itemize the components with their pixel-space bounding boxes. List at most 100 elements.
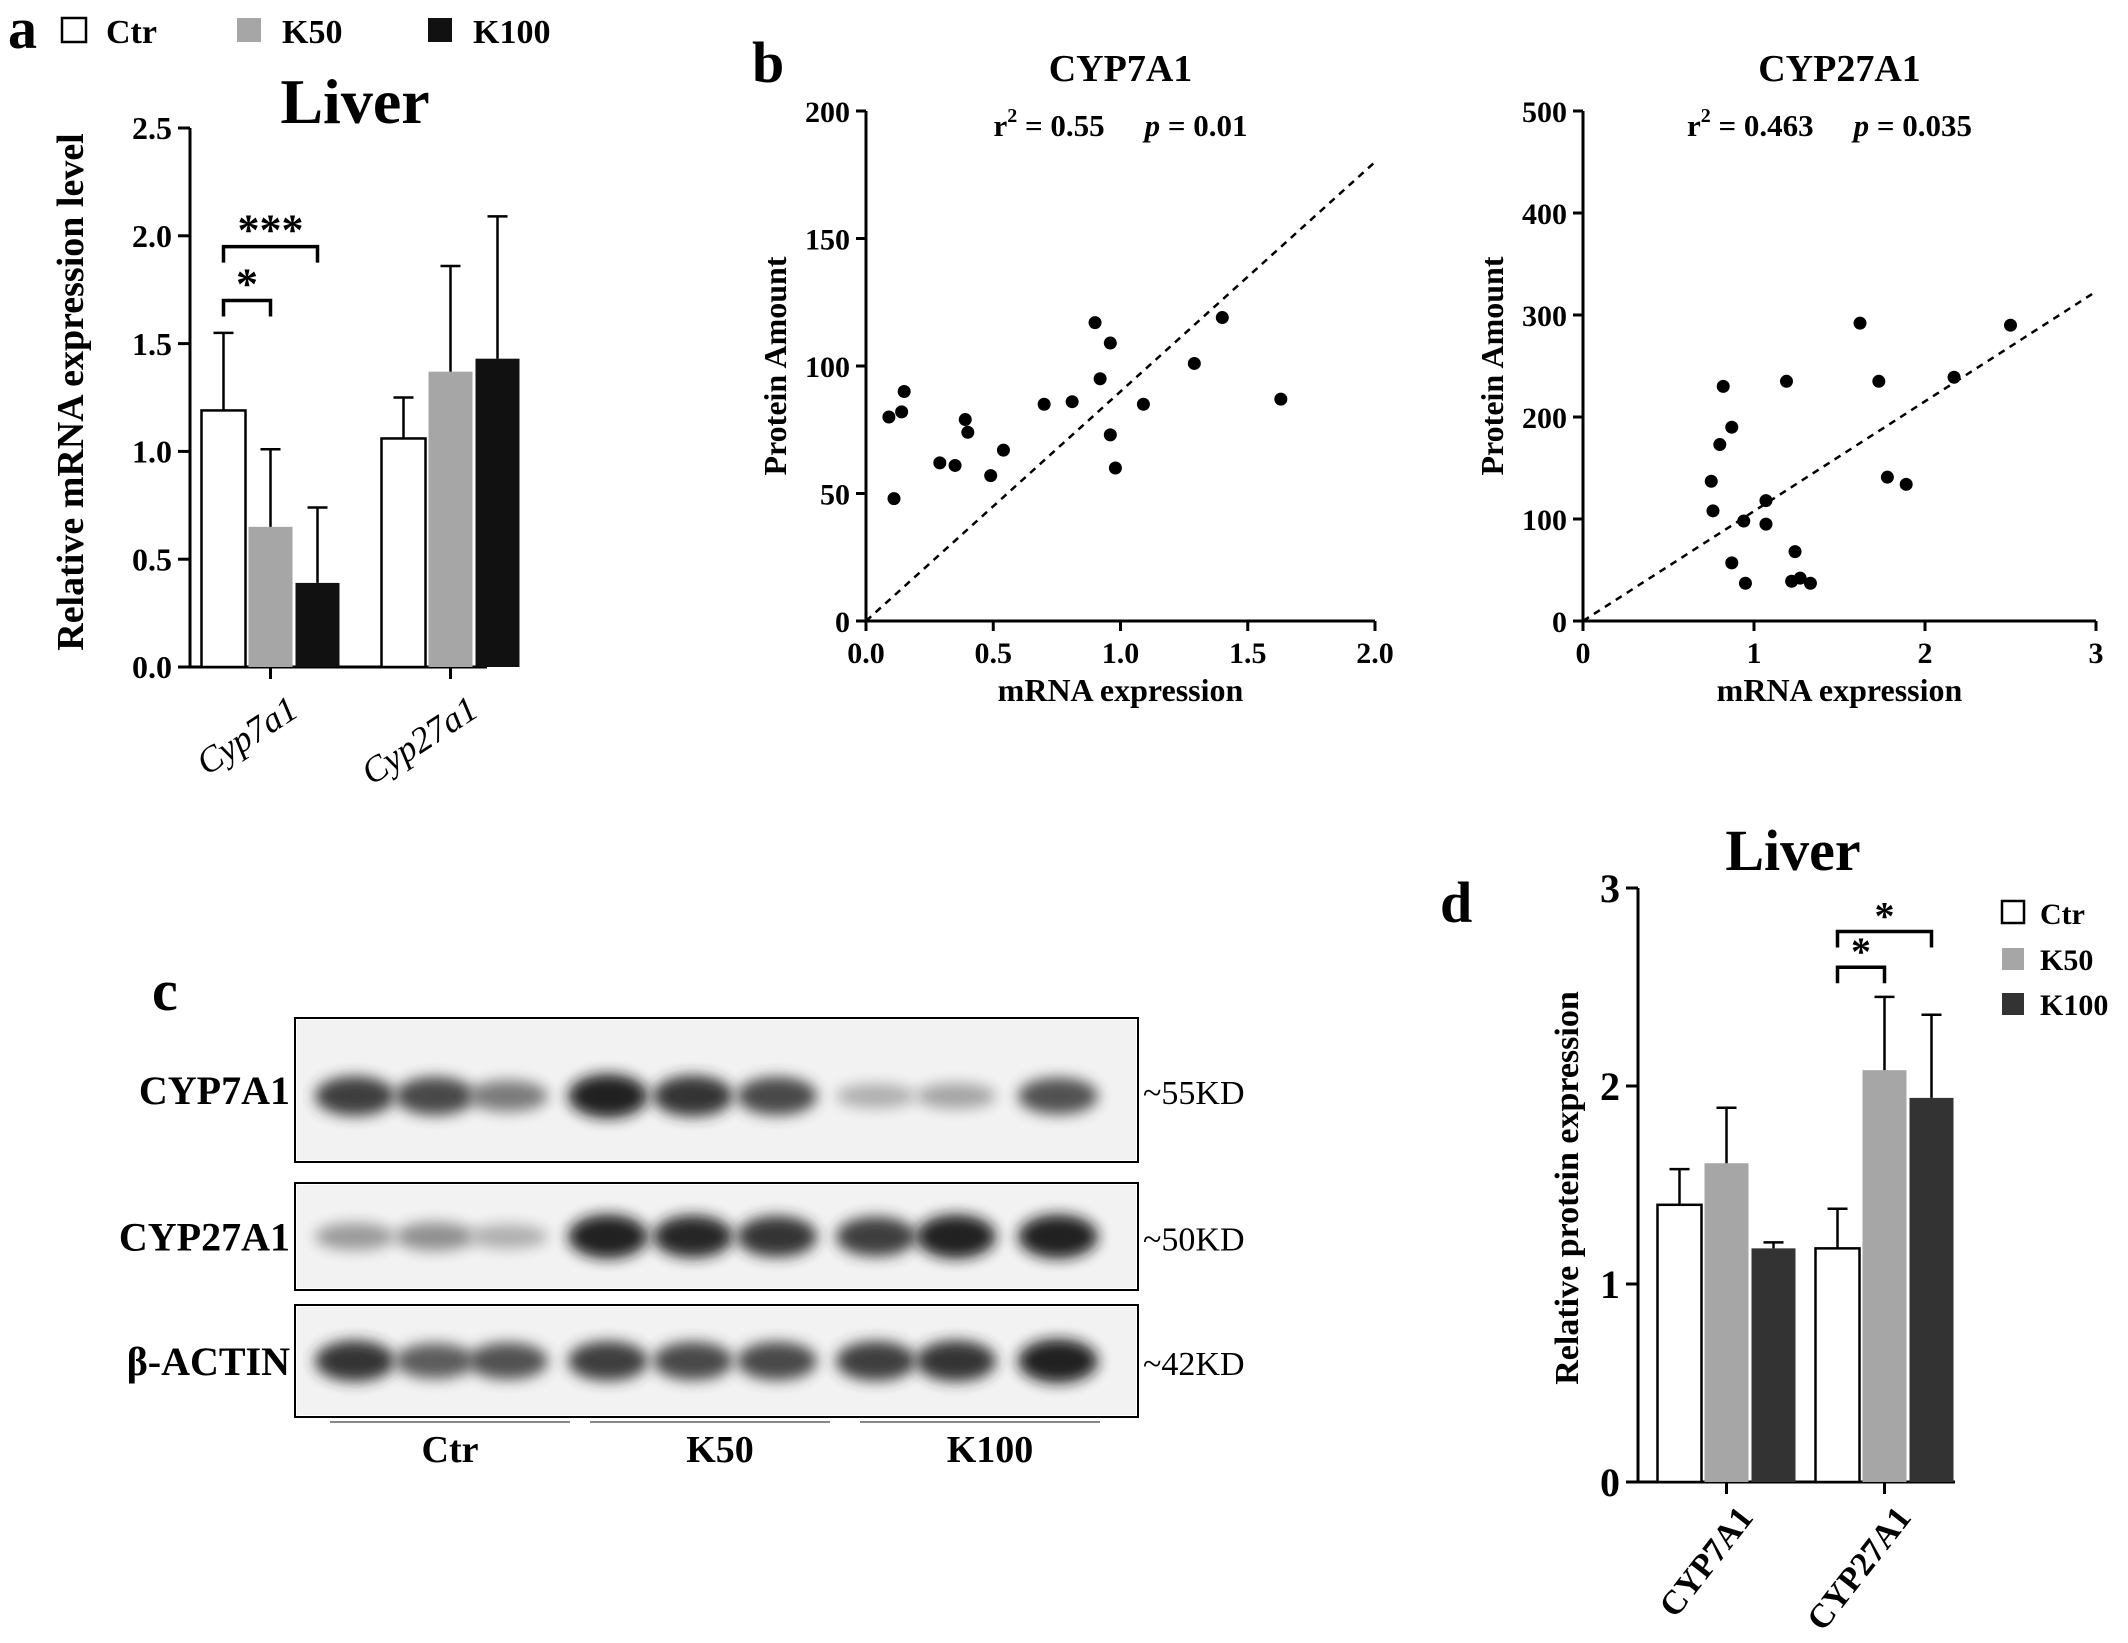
- x-tick-label: 0.0: [847, 637, 885, 670]
- p-label: p: [1142, 108, 1161, 143]
- data-point: [1737, 514, 1751, 528]
- data-point: [1947, 370, 1961, 384]
- legend-swatch-ctr: [60, 16, 88, 44]
- blot-band: [468, 1224, 548, 1249]
- y-tick-label: 300: [1522, 300, 1567, 333]
- protein-bar-chart: Liver Relative protein expression Ctr K5…: [1549, 818, 2108, 1638]
- y-tick-label: 0.0: [132, 649, 172, 685]
- blot-band: [653, 1341, 733, 1381]
- blot-band: [1018, 1077, 1098, 1115]
- x-axis-label: mRNA expression: [998, 672, 1244, 708]
- mrna-bar-chart: Ctr K50 K100 Liver Relative mRNA express…: [50, 14, 550, 793]
- panel-letter-b: b: [752, 30, 784, 95]
- panel-letter-d: d: [1440, 870, 1472, 935]
- bar-k50: [1704, 1163, 1749, 1482]
- p-label: p: [1851, 108, 1870, 143]
- blot-band: [836, 1216, 916, 1257]
- r2-superscript: 2: [1007, 105, 1017, 127]
- r2-label: r: [1687, 108, 1701, 143]
- blot-band: [568, 1341, 648, 1381]
- chart-title: CYP7A1: [1049, 48, 1193, 90]
- y-axis-label: Protein Amount: [757, 256, 793, 475]
- data-point: [2004, 318, 2017, 332]
- blot-band: [916, 1340, 996, 1382]
- legend-label: Ctr: [106, 14, 157, 51]
- y-tick-label: 2: [1600, 1064, 1620, 1109]
- legend: Ctr K50 K100: [2000, 898, 2108, 1022]
- data-point: [1725, 420, 1739, 434]
- x-axis-label: mRNA expression: [1717, 672, 1963, 708]
- data-point: [897, 385, 911, 398]
- y-tick-label: 200: [805, 96, 850, 129]
- blot-band: [395, 1222, 475, 1251]
- data-point: [1725, 556, 1739, 570]
- x-tick-label: CYP27A1: [1800, 1500, 1919, 1637]
- y-tick-label: 400: [1522, 198, 1567, 231]
- y-tick-label: 150: [805, 224, 850, 257]
- blot-group-label: K100: [947, 1429, 1034, 1471]
- data-point: [1779, 374, 1793, 388]
- data-point: [1093, 372, 1107, 386]
- bars: **: [1656, 894, 1954, 1484]
- data-point: [1704, 474, 1718, 488]
- data-point: [1274, 392, 1288, 406]
- significance-label: *: [1875, 894, 1895, 939]
- significance-bracket: [221, 298, 273, 317]
- x-tick-label: 0: [1576, 637, 1591, 670]
- x-tick-label: 0.5: [975, 637, 1013, 670]
- significance-label: *: [236, 259, 258, 308]
- bar-k50: [428, 371, 473, 667]
- legend-label: K100: [2040, 989, 2108, 1022]
- data-point: [1215, 311, 1229, 325]
- blot-band: [315, 1222, 395, 1251]
- data-point: [1716, 379, 1730, 393]
- legend-swatch-k50: [237, 18, 261, 42]
- legend-swatch-k100: [428, 18, 452, 42]
- y-axis: 0.0 0.5 1.0 1.5 2.0 2.5: [132, 110, 487, 685]
- p-value: = 0.035: [1869, 108, 1972, 143]
- blot-band: [737, 1215, 817, 1258]
- blot-size-label: ~50KD: [1143, 1222, 1245, 1259]
- legend-swatch-ctr: [2000, 899, 2026, 925]
- data-point: [1103, 336, 1117, 350]
- data-point: [1803, 576, 1817, 590]
- r2-superscript: 2: [1701, 105, 1711, 127]
- chart-title: Liver: [280, 66, 429, 137]
- data-point: [1788, 545, 1802, 559]
- blot-size-label: ~55KD: [1143, 1075, 1245, 1112]
- bar-ctr: [200, 409, 247, 669]
- y-tick-label: 0: [835, 606, 850, 639]
- blot-row-label: CYP27A1: [119, 1215, 290, 1260]
- legend-swatch-k50: [2002, 948, 2024, 970]
- data-point: [1136, 397, 1150, 411]
- blot-band: [916, 1083, 996, 1109]
- chart-title: Liver: [1725, 818, 1860, 883]
- bar-k50: [1862, 1070, 1907, 1482]
- legend-swatch-k100: [2002, 993, 2024, 1015]
- x-tick-label: 2: [1918, 637, 1933, 670]
- y-tick-label: 50: [820, 479, 850, 512]
- data-point: [984, 469, 998, 483]
- y-tick-label: 100: [1522, 504, 1567, 537]
- cyp7a1-scatter: CYP7A1 r2 = 0.55 p = 0.01 0 50 100 150 200 0.0 0.…: [757, 48, 1394, 708]
- blot-band: [836, 1341, 916, 1381]
- bar-k100: [295, 582, 340, 667]
- data-point: [1759, 517, 1773, 531]
- data-point: [961, 425, 975, 439]
- x-tick-label: 1: [1747, 637, 1762, 670]
- blot-row-label: β-ACTIN: [127, 1339, 290, 1384]
- blot-band: [916, 1214, 996, 1259]
- data-point: [1103, 428, 1117, 442]
- y-tick-label: 100: [805, 351, 850, 384]
- legend-label: Ctr: [2040, 898, 2085, 931]
- x-tick-label: 2.0: [1356, 637, 1394, 670]
- r2-label: r: [993, 108, 1007, 143]
- blot-band: [737, 1341, 817, 1381]
- significance-bracket: [1835, 929, 1934, 948]
- blot-band: [568, 1074, 648, 1118]
- y-axis-label: Protein Amount: [1474, 256, 1510, 475]
- blot-band: [395, 1076, 475, 1116]
- bar-k50: [248, 526, 293, 667]
- p-value: = 0.01: [1160, 108, 1247, 143]
- data-point: [882, 410, 896, 424]
